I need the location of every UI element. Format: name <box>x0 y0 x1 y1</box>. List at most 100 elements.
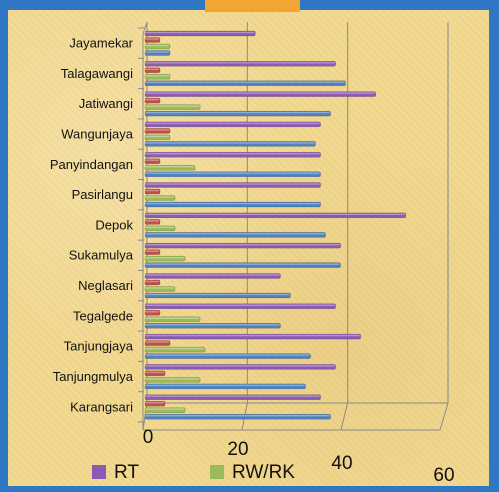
bar <box>144 303 336 310</box>
bar <box>144 188 161 195</box>
category-label: Jatiwangi <box>79 96 133 111</box>
category-label: Jayamekar <box>69 36 133 51</box>
bar-highlight <box>145 172 320 174</box>
category-label: Pasirlangu <box>72 187 133 202</box>
legend-swatch <box>210 465 224 479</box>
bar <box>144 151 321 158</box>
category-label: Tegalgede <box>73 308 133 323</box>
bar <box>144 212 407 219</box>
bar-highlight <box>145 354 310 356</box>
bar <box>144 134 171 141</box>
bar-highlight <box>145 135 170 138</box>
bar-highlight <box>145 287 175 289</box>
bar-highlight <box>145 250 160 252</box>
side-wall-top-edge <box>142 21 148 35</box>
bar <box>144 171 321 177</box>
bar-highlight <box>145 38 160 40</box>
bar <box>144 370 166 377</box>
bar-highlight <box>145 378 200 380</box>
category-label: Tanjungmulya <box>53 369 134 384</box>
bar-highlight <box>145 142 315 144</box>
bar-highlight <box>145 243 340 246</box>
bar <box>144 279 161 286</box>
bar-highlight <box>145 304 335 306</box>
bar <box>144 407 186 413</box>
bar <box>144 110 331 117</box>
bar <box>144 273 281 279</box>
bar <box>144 286 176 292</box>
bar <box>144 262 341 268</box>
category-label: Panyindangan <box>50 157 133 172</box>
bar-highlight <box>145 44 170 47</box>
bar-highlight <box>145 226 175 229</box>
bar-highlight <box>145 129 170 131</box>
bar-highlight <box>145 159 160 161</box>
bar-highlight <box>145 324 280 326</box>
bar <box>144 353 311 359</box>
bar-highlight <box>145 166 195 168</box>
category-label: Karangsari <box>70 399 133 414</box>
legend-swatch <box>92 465 106 479</box>
bar <box>144 383 306 390</box>
bar-highlight <box>145 183 320 185</box>
bar-highlight <box>145 371 165 374</box>
bar <box>144 37 161 43</box>
bar <box>144 249 161 255</box>
bar <box>144 316 201 323</box>
bar-highlight <box>145 274 280 276</box>
bar <box>144 128 171 134</box>
category-label: Tanjungjaya <box>64 339 134 354</box>
bar <box>144 97 161 104</box>
top-accent-bar <box>205 0 300 12</box>
bar-highlight <box>145 105 200 107</box>
bar-highlight <box>145 111 330 114</box>
bar-highlight <box>145 317 200 319</box>
bar-highlight <box>145 293 290 296</box>
category-label: Depok <box>95 217 133 232</box>
x-tick-label: 40 <box>331 453 352 474</box>
bar-highlight <box>145 347 205 350</box>
bar-highlight <box>145 92 375 94</box>
bar <box>144 255 186 262</box>
bar <box>144 67 161 74</box>
bar <box>144 43 171 50</box>
bar-highlight <box>145 401 165 404</box>
floor-gridline <box>340 402 349 431</box>
bar-highlight <box>145 280 160 283</box>
bar-highlight <box>145 341 170 343</box>
legend-label: RW/RK <box>232 462 295 483</box>
bar <box>144 201 321 208</box>
x-tick-label: 0 <box>143 427 154 448</box>
bar-highlight <box>145 122 320 125</box>
bar-highlight <box>145 311 160 313</box>
bar-highlight <box>145 395 320 397</box>
bar <box>144 195 176 201</box>
category-label: Neglasari <box>78 278 133 293</box>
category-label: Talagawangi <box>61 66 133 81</box>
bar-highlight <box>145 414 330 417</box>
bar <box>144 164 196 171</box>
bar <box>144 232 326 238</box>
bar-highlight <box>145 75 170 77</box>
bar <box>144 333 361 340</box>
bar <box>144 91 377 97</box>
x-tick-label: 20 <box>227 439 248 460</box>
bar <box>144 413 331 420</box>
bar <box>144 80 346 87</box>
bar <box>144 141 316 147</box>
bar-highlight <box>145 365 335 367</box>
bar <box>144 158 161 164</box>
bar-highlight <box>145 196 175 198</box>
bar-highlight <box>145 189 160 192</box>
category-label: Wangunjaya <box>61 127 134 142</box>
bar-highlight <box>145 256 185 259</box>
bar-highlight <box>145 68 160 71</box>
bar-highlight <box>145 98 160 101</box>
bar-highlight <box>145 220 160 222</box>
bar <box>144 225 176 232</box>
bar <box>144 219 161 225</box>
bar <box>144 377 201 383</box>
bar-highlight <box>145 233 325 235</box>
